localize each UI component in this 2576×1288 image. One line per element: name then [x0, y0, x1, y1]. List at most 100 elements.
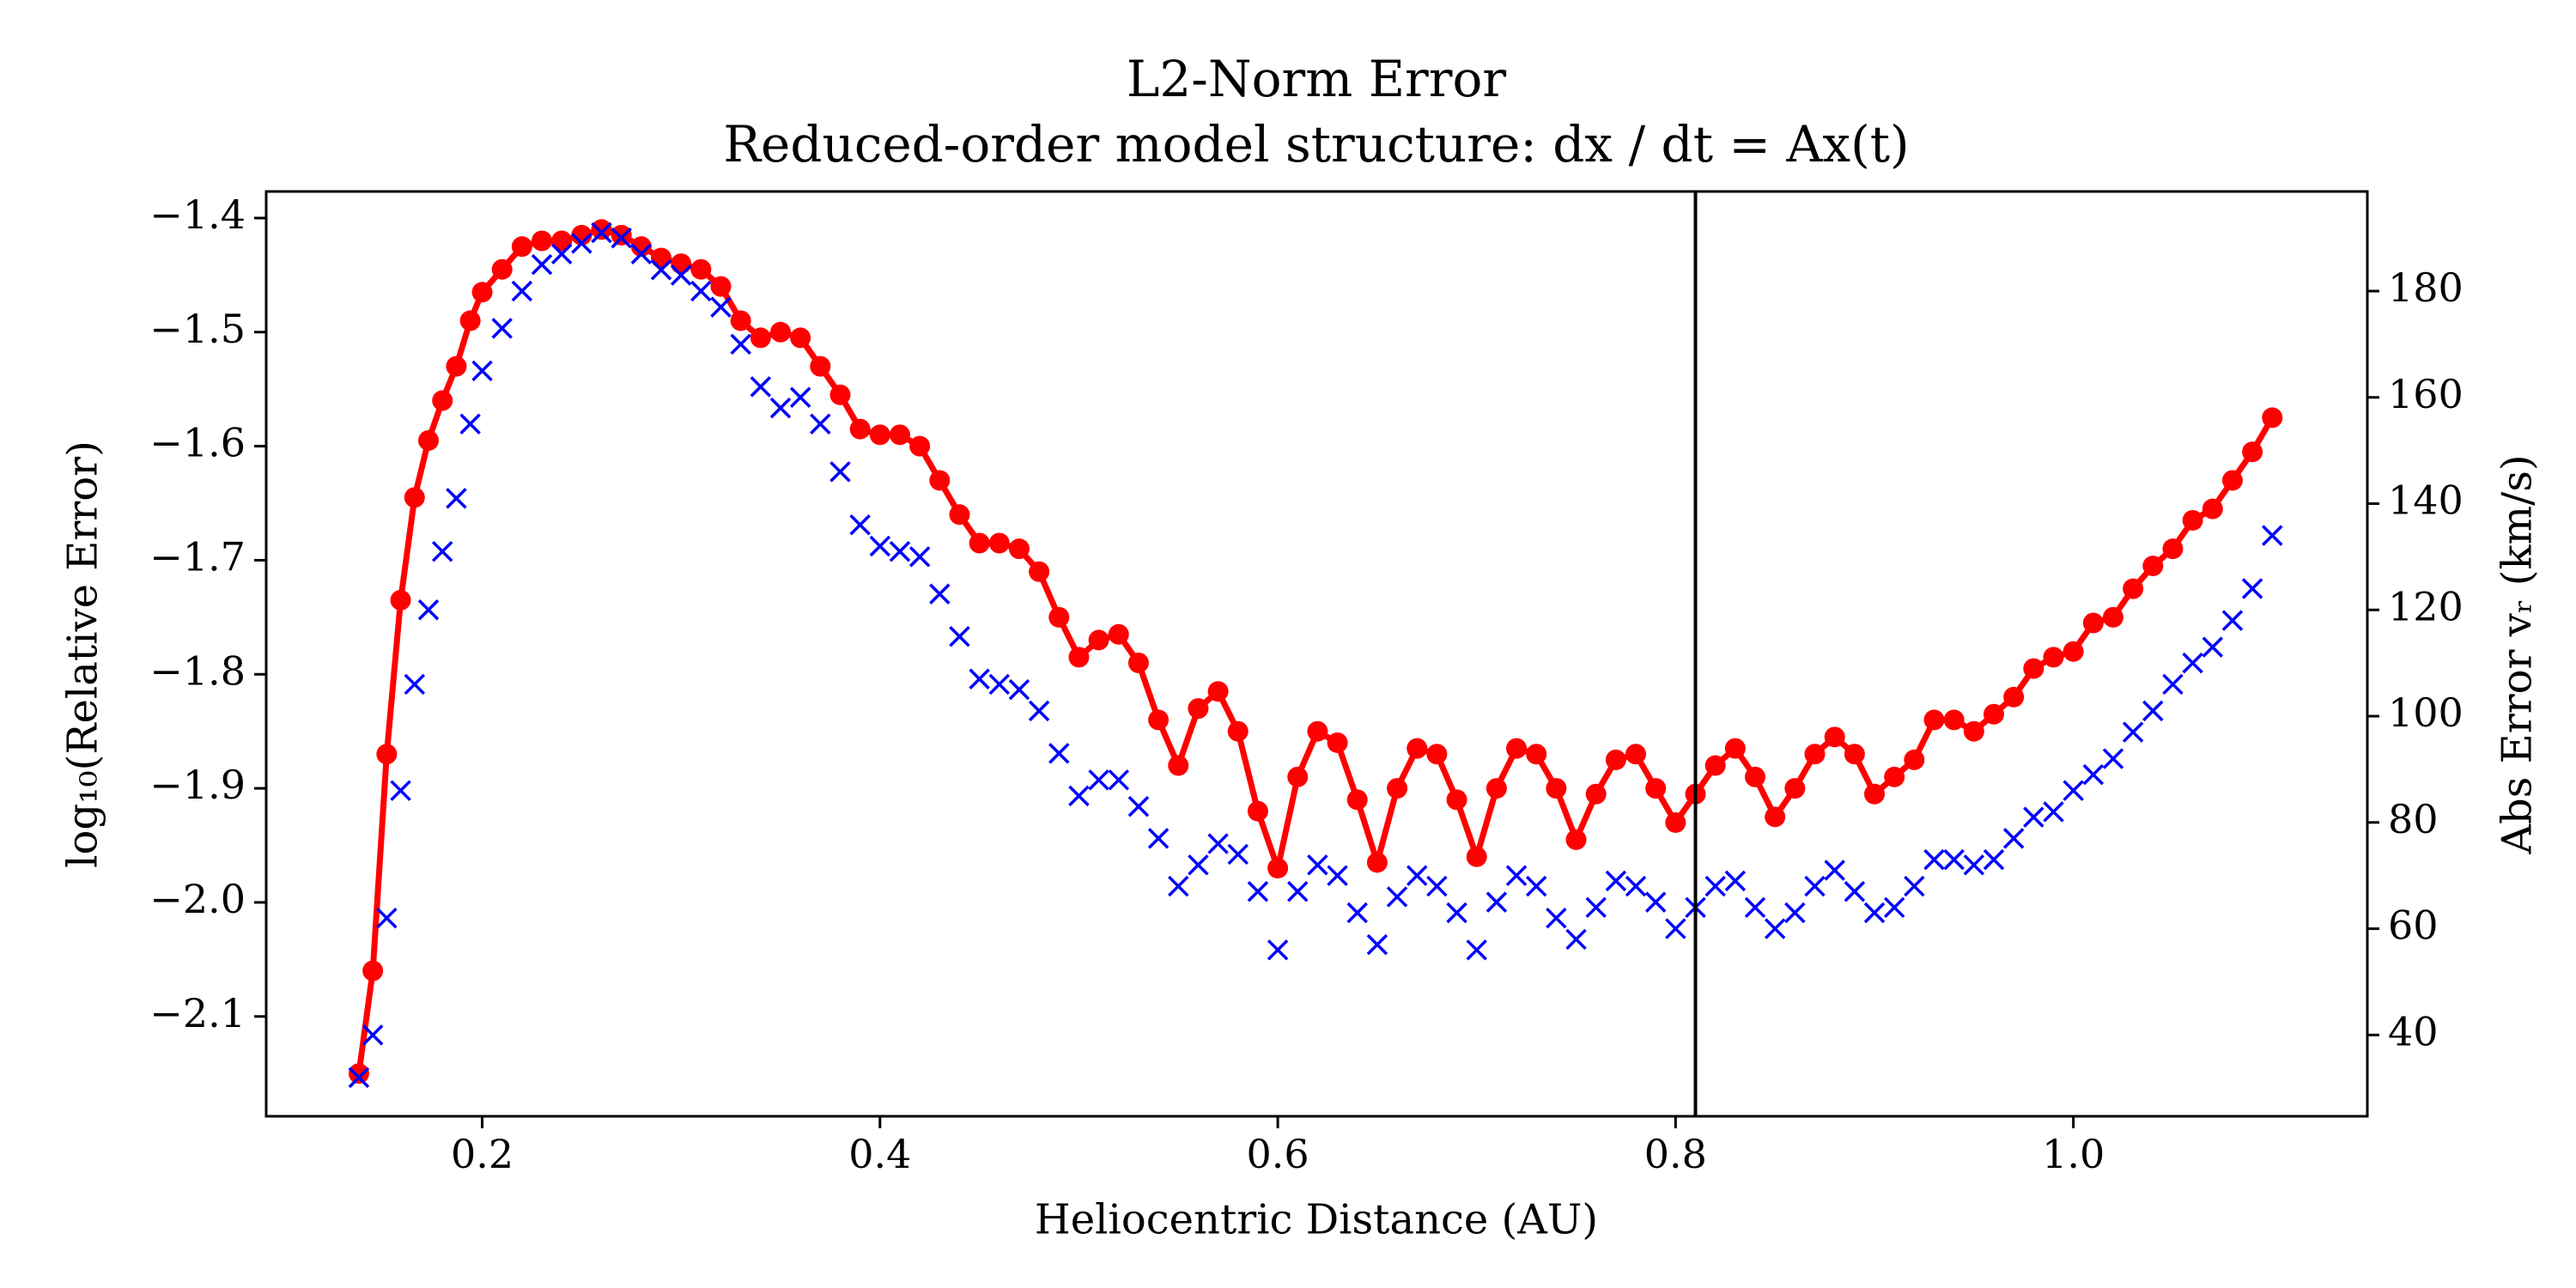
point	[1824, 726, 1845, 748]
x-marker	[2202, 636, 2224, 658]
x-marker	[1983, 848, 2005, 871]
x-marker	[1923, 848, 1945, 871]
point	[1943, 709, 1965, 731]
x-marker	[2063, 780, 2084, 801]
point	[770, 321, 792, 343]
point	[1884, 766, 1905, 787]
point	[1466, 846, 1487, 867]
x-marker	[1366, 933, 1388, 956]
x-marker	[1863, 902, 1886, 924]
point	[1605, 749, 1626, 770]
point	[1665, 811, 1686, 833]
point	[690, 258, 712, 280]
y2-axis-label: Abs Error vᵣ (km/s)	[2494, 454, 2542, 854]
point	[348, 1063, 369, 1084]
x-marker	[459, 413, 481, 434]
point	[390, 589, 411, 611]
series-line	[355, 226, 2275, 1074]
x-marker	[1068, 785, 1090, 807]
point	[1366, 852, 1388, 873]
point	[1207, 681, 1229, 702]
x-marker	[2082, 763, 2105, 786]
x-marker	[1108, 769, 1130, 791]
x-marker	[1963, 854, 1985, 876]
plot-area	[348, 191, 2283, 1116]
x-marker	[1784, 902, 1806, 924]
x-marker	[404, 673, 426, 696]
point	[1844, 744, 1865, 765]
x-marker	[417, 599, 440, 621]
x-marker	[2262, 525, 2283, 546]
y-tick-label: −1.4	[149, 191, 246, 238]
x-marker	[849, 514, 871, 536]
point	[889, 424, 910, 446]
point	[1724, 738, 1746, 759]
y-tick-label: −2.0	[149, 876, 246, 922]
y-axis-label: log₁₀(Relative Error)	[59, 440, 107, 868]
x-marker	[769, 397, 792, 419]
x-marker	[1028, 700, 1050, 722]
x-marker	[511, 280, 533, 302]
chart-title: L2-Norm Error	[1127, 50, 1507, 108]
point	[849, 418, 871, 440]
point	[2202, 498, 2223, 519]
point	[2242, 441, 2263, 463]
x-marker	[1406, 865, 1428, 886]
x-marker	[1287, 881, 1309, 902]
x-marker	[650, 259, 672, 281]
point	[630, 236, 652, 258]
point	[1963, 720, 1984, 742]
y2-tick-label: 40	[2388, 1008, 2439, 1054]
x-marker	[2102, 748, 2124, 769]
point	[2221, 470, 2243, 491]
x-marker	[2142, 700, 2164, 722]
point	[1247, 800, 1268, 822]
x-axis-label: Heliocentric Distance (AU)	[1035, 1196, 1598, 1244]
point	[1745, 766, 1766, 787]
point	[1127, 652, 1149, 673]
x-marker	[829, 461, 851, 483]
point	[1327, 732, 1348, 753]
point	[362, 960, 384, 981]
x-marker	[2002, 828, 2025, 849]
point	[1287, 766, 1309, 787]
point	[1923, 709, 1945, 731]
x-marker	[550, 243, 573, 264]
x-marker	[1267, 939, 1289, 961]
point	[1983, 703, 2004, 725]
point	[491, 258, 513, 280]
x-marker	[670, 264, 692, 286]
point	[471, 282, 493, 303]
point	[1864, 783, 1886, 805]
point	[446, 355, 467, 377]
point	[376, 744, 398, 765]
point	[1526, 744, 1547, 765]
point	[2123, 578, 2144, 599]
x-marker	[1546, 907, 1567, 929]
point	[1625, 744, 1647, 765]
x-marker	[1207, 833, 1229, 854]
point	[2043, 647, 2064, 668]
x-marker	[1943, 848, 1965, 871]
x-marker	[1147, 828, 1170, 849]
point	[432, 390, 453, 411]
x-marker	[1386, 886, 1408, 908]
x-marker	[1008, 678, 1030, 701]
x-marker	[1188, 854, 1209, 876]
x-marker	[1844, 881, 1866, 902]
x-marker	[1466, 939, 1487, 961]
x-marker	[1665, 918, 1686, 939]
x-marker	[750, 376, 772, 398]
x-tick-label: 0.6	[1247, 1131, 1309, 1177]
x-marker	[1247, 881, 1269, 902]
point	[810, 355, 831, 377]
x-marker	[2043, 801, 2064, 823]
point	[1387, 778, 1408, 799]
point	[1168, 755, 1189, 776]
x-marker	[1485, 891, 1508, 913]
point	[1546, 778, 1567, 799]
point	[1227, 720, 1249, 742]
x-marker	[1346, 902, 1368, 924]
x-tick-label: 0.8	[1644, 1131, 1707, 1177]
point	[532, 230, 553, 252]
